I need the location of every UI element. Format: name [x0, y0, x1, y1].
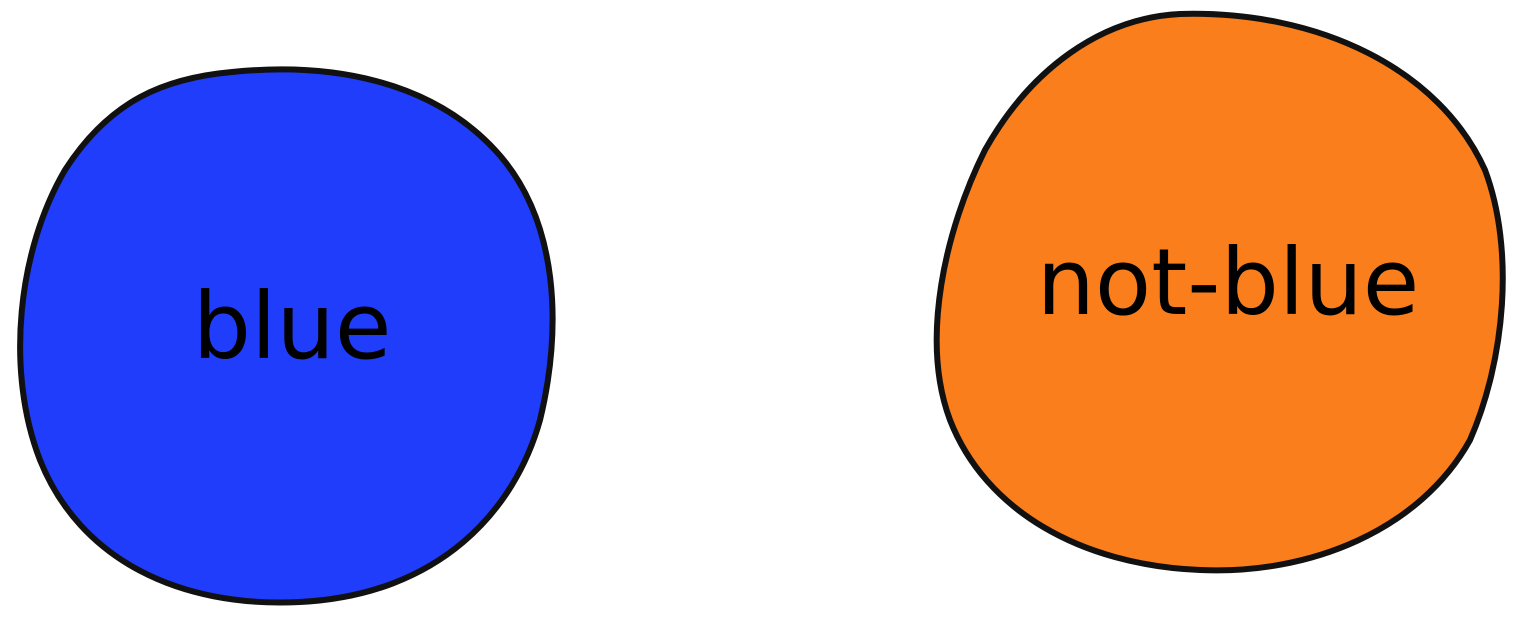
blue-circle-shape: [17, 66, 556, 606]
blue-circle-label: blue: [193, 273, 392, 380]
blue-circle: blue: [17, 66, 556, 606]
not-blue-circle-label: not-blue: [1037, 229, 1420, 336]
not-blue-circle-shape: [933, 10, 1506, 574]
not-blue-circle: not-blue: [933, 10, 1506, 574]
